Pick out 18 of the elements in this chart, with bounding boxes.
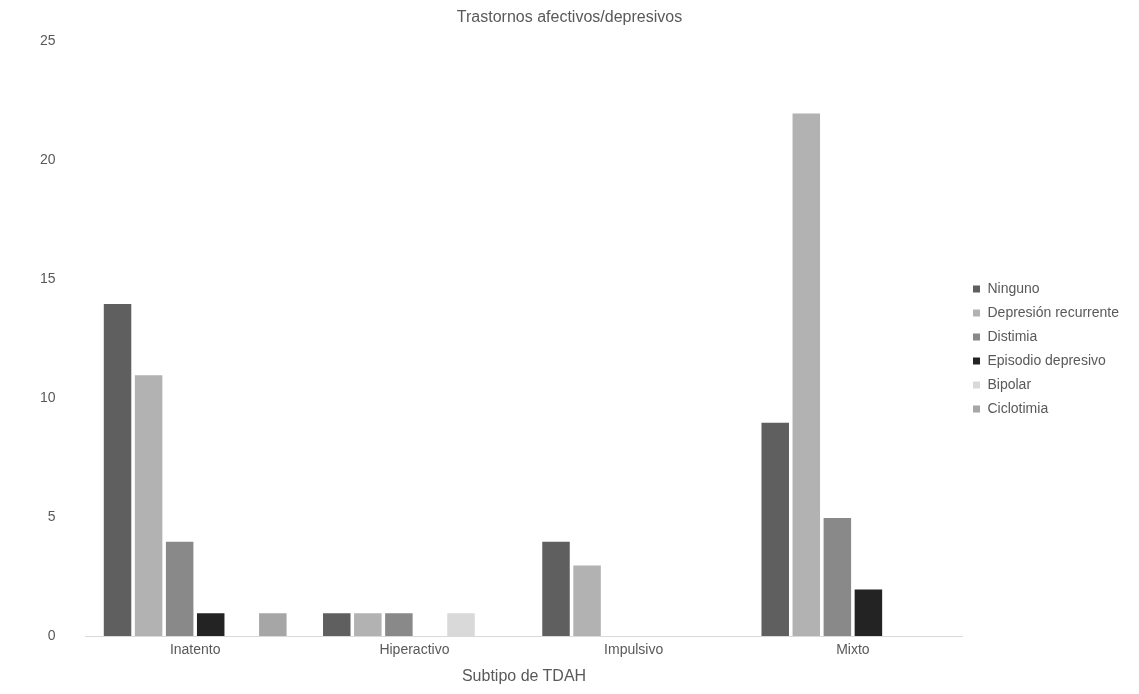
legend-label: Ciclotimia	[987, 399, 1049, 416]
y-tick-label: 15	[39, 269, 56, 286]
x-tick-label: Inatento	[169, 641, 221, 658]
x-tick-label: Hiperactivo	[379, 641, 450, 658]
x-tick-label: Mixto	[836, 641, 870, 658]
legend-label: Bipolar	[987, 375, 1032, 392]
x-axis-title: Subtipo de TDAH	[461, 666, 587, 684]
y-tick-label: 10	[39, 388, 56, 405]
legend-label: Episodio depresivo	[987, 351, 1106, 368]
y-tick-label: 5	[47, 507, 56, 524]
chart-title: Trastornos afectivos/depresivos	[456, 8, 683, 26]
y-tick-label: 0	[47, 626, 56, 643]
x-tick-label: Impulsivo	[604, 641, 664, 658]
legend-label: Depresión recurrente	[987, 303, 1120, 320]
legend-label: Distimia	[987, 327, 1038, 344]
legend-label: Ninguno	[987, 279, 1040, 296]
y-tick-label: 20	[39, 151, 56, 168]
y-tick-label: 25	[39, 32, 56, 49]
